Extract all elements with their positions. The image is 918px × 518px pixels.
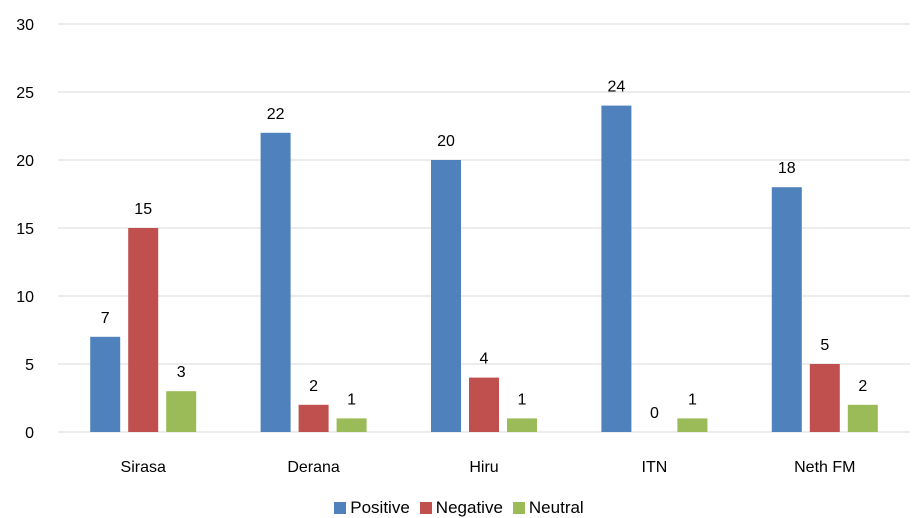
legend-item-positive: Positive (334, 498, 410, 518)
bar-negative (809, 364, 840, 432)
data-label: 24 (608, 79, 626, 96)
data-label: 1 (347, 391, 356, 408)
x-category-label: Derana (287, 459, 340, 476)
x-category-label: Sirasa (121, 459, 166, 476)
x-category-label: Hiru (469, 459, 498, 476)
data-label: 1 (688, 391, 697, 408)
legend-swatch (334, 502, 347, 514)
bar-negative (298, 404, 329, 432)
y-tick-label: 20 (16, 153, 34, 170)
y-tick-label: 0 (25, 425, 34, 442)
data-label: 3 (177, 364, 186, 381)
bar-neutral (847, 404, 878, 432)
legend-label: Negative (435, 498, 503, 517)
bar-positive (431, 160, 461, 432)
x-category-label: ITN (642, 459, 668, 476)
x-axis-category-labels: Sirasa Derana Hiru ITN Neth FM (121, 459, 856, 476)
bar-negative (128, 228, 159, 432)
bar-neutral (677, 418, 708, 432)
y-tick-label: 25 (16, 85, 34, 102)
data-label: 0 (650, 405, 659, 422)
data-label: 20 (437, 133, 455, 150)
y-tick-label: 15 (16, 221, 34, 238)
bar-positive (771, 187, 802, 432)
bar-neutral (507, 418, 537, 432)
data-label: 2 (858, 378, 867, 395)
bar-positive (90, 336, 121, 432)
legend: Positive Negative Neutral (0, 498, 918, 518)
bars (90, 105, 878, 433)
data-label: 22 (267, 106, 285, 123)
bar-positive (601, 105, 632, 432)
bar-positive (260, 132, 291, 433)
x-category-label: Neth FM (794, 459, 855, 476)
legend-swatch (419, 502, 432, 514)
data-label: 4 (480, 351, 489, 368)
data-label: 18 (778, 160, 796, 177)
legend-label: Positive (350, 498, 410, 517)
data-label: 1 (518, 391, 527, 408)
y-tick-label: 30 (16, 17, 34, 34)
data-label: 15 (134, 201, 152, 218)
gridlines (58, 23, 910, 433)
data-label: 7 (101, 310, 110, 327)
legend-swatch (512, 502, 525, 514)
legend-item-neutral: Neutral (512, 498, 584, 518)
data-label: 2 (309, 378, 318, 395)
bar-neutral (166, 391, 197, 432)
legend-label: Neutral (528, 498, 584, 517)
y-axis-tick-labels: 0 5 10 15 20 25 30 (16, 17, 34, 442)
y-tick-label: 10 (16, 289, 34, 306)
y-tick-label: 5 (25, 357, 34, 374)
legend-item-negative: Negative (419, 498, 503, 518)
bar-negative (469, 377, 499, 432)
data-label: 5 (820, 337, 829, 354)
bar-neutral (336, 418, 367, 432)
